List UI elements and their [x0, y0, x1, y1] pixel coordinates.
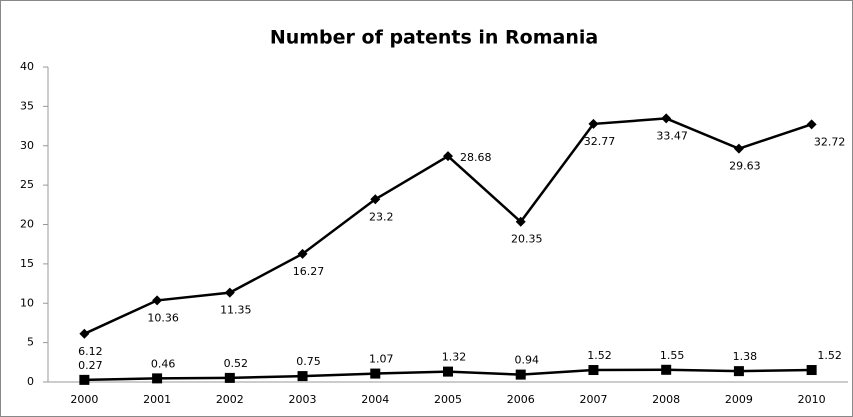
data-label: 32.77 — [584, 135, 616, 148]
x-tick-label: 2002 — [216, 393, 244, 406]
data-label: 1.38 — [733, 350, 758, 363]
data-label: 6.12 — [78, 345, 103, 358]
data-label: 10.36 — [147, 311, 179, 324]
data-label: 11.35 — [220, 304, 252, 317]
data-label: 1.32 — [442, 351, 467, 364]
data-label: 32.72 — [814, 135, 846, 148]
x-tick-label: 2000 — [70, 393, 98, 406]
marker — [588, 118, 599, 129]
marker — [370, 194, 381, 205]
data-label: 0.52 — [224, 357, 249, 370]
y-tick-label: 15 — [20, 257, 34, 270]
data-label: 1.55 — [660, 349, 685, 362]
data-label: 33.47 — [656, 129, 688, 142]
marker — [733, 143, 744, 154]
data-label: 0.27 — [78, 359, 103, 372]
y-tick-label: 0 — [27, 375, 34, 388]
marker — [806, 119, 817, 130]
data-label: 20.35 — [511, 233, 543, 246]
y-tick-label: 30 — [20, 139, 34, 152]
marker — [588, 365, 599, 376]
marker — [224, 287, 235, 298]
x-tick-label: 2001 — [143, 393, 171, 406]
marker — [443, 151, 453, 162]
marker — [79, 374, 90, 385]
data-label: 1.07 — [369, 353, 394, 366]
x-tick-label: 2003 — [289, 393, 317, 406]
x-tick-label: 2008 — [652, 393, 680, 406]
y-tick-label: 5 — [27, 336, 34, 349]
marker — [79, 328, 90, 339]
x-tick-label: 2009 — [725, 393, 753, 406]
x-tick-label: 2010 — [798, 393, 826, 406]
y-tick-label: 10 — [20, 296, 34, 309]
x-tick-label: 2005 — [434, 393, 462, 406]
data-label: 0.75 — [296, 355, 321, 368]
marker — [297, 248, 308, 259]
data-label: 0.94 — [514, 354, 539, 367]
marker — [224, 372, 235, 383]
marker — [370, 368, 381, 379]
marker — [661, 113, 672, 124]
data-label: 1.52 — [587, 349, 612, 362]
marker — [806, 365, 817, 376]
x-tick-label: 2007 — [579, 393, 607, 406]
marker — [733, 366, 744, 377]
marker — [661, 364, 672, 375]
marker — [515, 216, 526, 227]
y-tick-label: 35 — [20, 99, 34, 112]
marker — [152, 373, 163, 384]
y-tick-label: 25 — [20, 178, 34, 191]
chart-title: Number of patents in Romania — [270, 27, 598, 49]
data-label: 16.27 — [293, 265, 325, 278]
data-label: 1.52 — [817, 349, 842, 362]
marker — [297, 371, 308, 382]
data-label: 28.68 — [460, 151, 492, 164]
data-label: 0.46 — [151, 357, 176, 370]
marker — [443, 366, 453, 377]
y-tick-label: 40 — [20, 60, 34, 73]
x-tick-label: 2006 — [507, 393, 535, 406]
data-label: 29.63 — [729, 160, 761, 173]
marker — [152, 295, 163, 306]
data-label: 23.2 — [369, 210, 394, 223]
y-tick-label: 20 — [20, 218, 34, 231]
marker — [515, 369, 526, 380]
x-tick-label: 2004 — [361, 393, 389, 406]
